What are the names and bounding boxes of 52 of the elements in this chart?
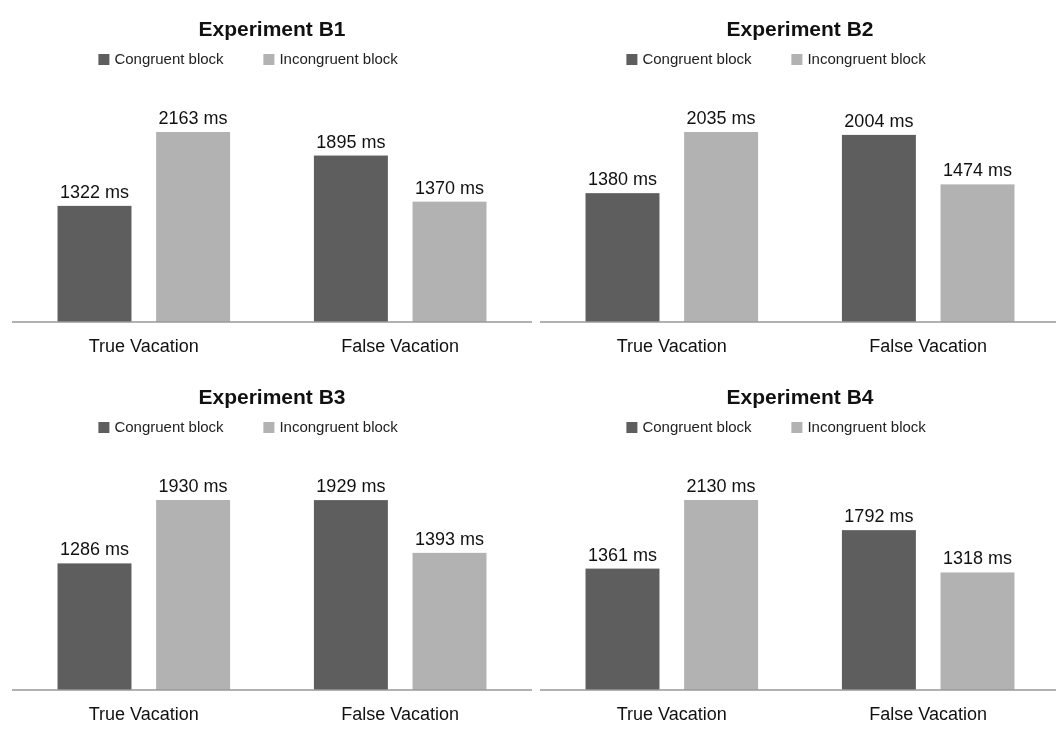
bar xyxy=(57,563,132,690)
bar xyxy=(57,205,132,322)
bar xyxy=(940,184,1015,322)
data-label: 1929 ms xyxy=(316,476,386,497)
bar xyxy=(156,500,231,690)
x-tick-label: True Vacation xyxy=(88,336,199,356)
bar xyxy=(313,500,388,690)
data-label: 1792 ms xyxy=(844,506,914,527)
bar xyxy=(412,552,487,690)
bar xyxy=(940,572,1015,690)
legend-label: Congruent block xyxy=(642,50,753,67)
data-label: 1393 ms xyxy=(414,528,485,549)
data-label: 1322 ms xyxy=(59,181,130,202)
data-label: 2035 ms xyxy=(686,108,756,128)
legend-label: Incongruent block xyxy=(807,50,927,67)
data-label: 1930 ms xyxy=(158,476,228,496)
x-tick-label: True Vacation xyxy=(616,336,727,356)
data-label: 2130 ms xyxy=(686,476,756,496)
bar xyxy=(841,530,916,690)
bar xyxy=(684,500,759,690)
bar xyxy=(412,201,487,322)
legend-label: Incongruent block xyxy=(279,418,399,435)
legend-label: Congruent block xyxy=(114,50,225,67)
bar xyxy=(585,193,660,322)
data-label: 1286 ms xyxy=(59,539,130,560)
bar xyxy=(156,132,231,322)
legend-label: Congruent block xyxy=(114,418,225,435)
x-tick-label: False Vacation xyxy=(341,704,460,724)
data-label: 1370 ms xyxy=(414,177,485,198)
bar xyxy=(684,132,759,322)
data-label: 1474 ms xyxy=(942,160,1013,181)
x-tick-label: False Vacation xyxy=(869,336,988,356)
data-label: 1380 ms xyxy=(587,169,658,190)
legend-label: Incongruent block xyxy=(279,50,399,67)
data-label: 2163 ms xyxy=(158,108,228,128)
bar xyxy=(313,155,388,322)
x-tick-label: True Vacation xyxy=(616,704,727,724)
chart-title: Experiment B3 xyxy=(198,385,346,408)
legend-label: Incongruent block xyxy=(807,418,927,435)
bar xyxy=(585,568,660,690)
chart-title: Experiment B1 xyxy=(198,17,346,40)
bar xyxy=(841,134,916,322)
x-tick-label: True Vacation xyxy=(88,704,199,724)
legend-label: Congruent block xyxy=(642,418,753,435)
data-label: 1361 ms xyxy=(587,544,658,565)
x-tick-label: False Vacation xyxy=(341,336,460,356)
data-label: 2004 ms xyxy=(844,110,914,131)
chart-title: Experiment B2 xyxy=(726,17,874,40)
x-tick-label: False Vacation xyxy=(869,704,988,724)
data-label: 1318 ms xyxy=(942,548,1013,569)
chart-title: Experiment B4 xyxy=(726,385,874,408)
data-label: 1895 ms xyxy=(316,131,386,152)
